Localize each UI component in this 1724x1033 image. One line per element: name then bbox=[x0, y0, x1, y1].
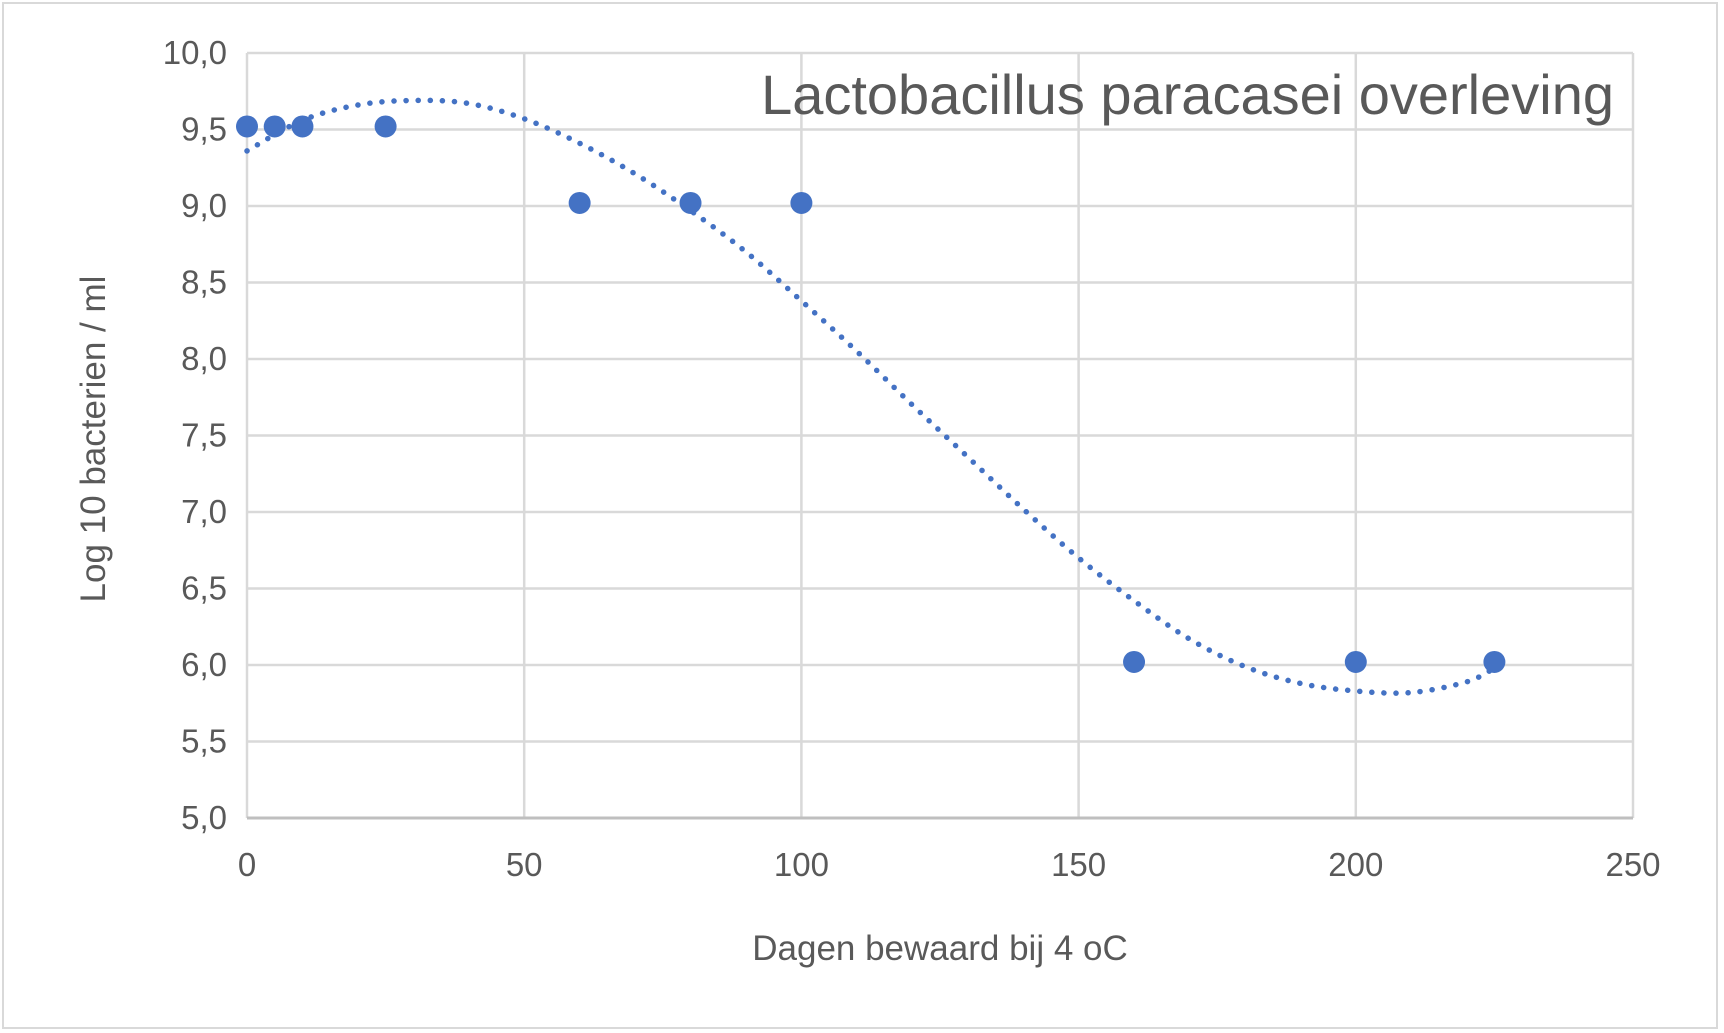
tick-labels-layer: 5,0 5,5 6,0 6,5 7,0 7,5 8,0 8,5 9,0 9,5 10,0 0 50 100… bbox=[163, 34, 1661, 883]
data-point bbox=[263, 115, 286, 138]
data-point bbox=[291, 115, 314, 138]
x-tick-label: 100 bbox=[774, 846, 829, 883]
data-point bbox=[679, 191, 702, 214]
data-point bbox=[790, 191, 813, 214]
y-tick-label: 8,0 bbox=[181, 340, 227, 377]
y-tick-label: 5,0 bbox=[181, 799, 227, 836]
data-point bbox=[1344, 650, 1367, 673]
x-tick-label: 200 bbox=[1328, 846, 1383, 883]
chart-title: Lactobacillus paracasei overleving bbox=[761, 63, 1614, 126]
y-tick-label: 9,0 bbox=[181, 187, 227, 224]
x-tick-label: 50 bbox=[506, 846, 543, 883]
y-tick-label: 7,5 bbox=[181, 417, 227, 454]
trendline bbox=[244, 97, 1498, 696]
y-axis-title: Log 10 bacterien / ml bbox=[74, 276, 113, 603]
data-point bbox=[1123, 650, 1146, 673]
y-tick-label: 6,5 bbox=[181, 570, 227, 607]
y-tick-label: 10,0 bbox=[163, 34, 227, 71]
data-point bbox=[1483, 650, 1506, 673]
x-tick-label: 250 bbox=[1605, 846, 1660, 883]
data-point bbox=[236, 115, 258, 138]
x-axis-title: Dagen bewaard bij 4 oC bbox=[752, 929, 1128, 968]
trendline-layer bbox=[244, 97, 1498, 696]
data-point bbox=[374, 115, 397, 138]
y-tick-label: 7,0 bbox=[181, 493, 227, 530]
data-points-layer bbox=[236, 115, 1506, 673]
grid-layer bbox=[245, 51, 1635, 820]
x-tick-label: 150 bbox=[1051, 846, 1106, 883]
data-point bbox=[568, 191, 591, 214]
x-tick-label: 0 bbox=[238, 846, 256, 883]
y-tick-label: 6,0 bbox=[181, 646, 227, 683]
y-tick-label: 5,5 bbox=[181, 723, 227, 760]
y-tick-label: 9,5 bbox=[181, 111, 227, 148]
y-tick-label: 8,5 bbox=[181, 264, 227, 301]
